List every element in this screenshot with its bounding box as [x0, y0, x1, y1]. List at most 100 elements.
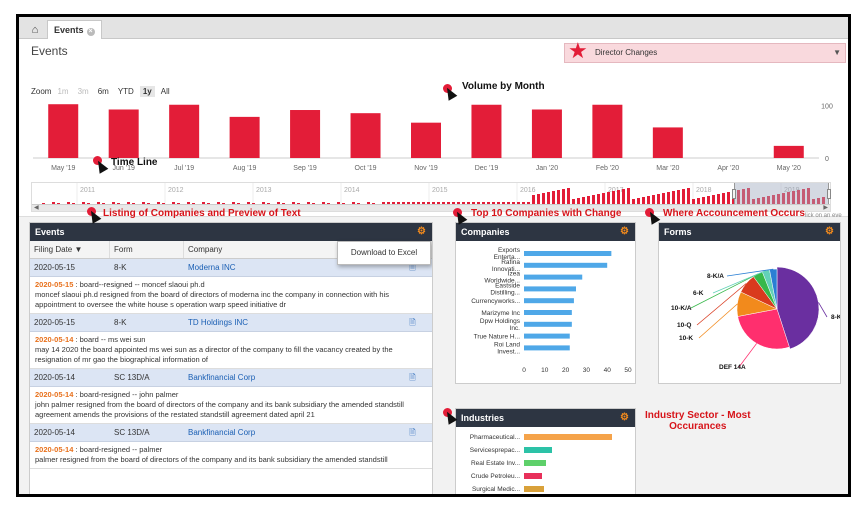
table-row[interactable]: 2020-05-14 SC 13D/A Bankfinancial Corp 🗎 [30, 424, 432, 442]
navigator-bar [187, 202, 190, 205]
x-tick-label: Mar '20 [656, 165, 679, 172]
scroll-right-icon[interactable]: ▶ [823, 205, 828, 211]
table-row[interactable]: 2020-05-14 SC 13D/A Bankfinancial Corp 🗎 [30, 369, 432, 387]
director-changes-select[interactable]: Director Changes ▼ [564, 43, 846, 63]
x-tick-label: 20 [562, 367, 570, 374]
director-select-label: Director Changes [595, 48, 658, 57]
company-link[interactable]: Bankfinancial Corp [188, 373, 256, 382]
navigator-bar [817, 198, 820, 205]
pie-connector [726, 268, 774, 277]
preview-date: 2020-05-15 [35, 280, 74, 289]
x-tick-label: Jul '19 [174, 165, 194, 172]
col-doc [389, 241, 432, 258]
zoom-label: Zoom [31, 87, 52, 96]
home-icon[interactable]: ⌂ [31, 24, 39, 36]
company-link[interactable]: TD Holdings INC [188, 318, 249, 327]
document-icon[interactable]: 🗎 [409, 318, 416, 327]
volume-bar [652, 127, 683, 158]
volume-panel: Events Director Changes ▼ ★ Zoom 1m 3m 6m… [19, 39, 848, 217]
preview-body: may 14 2020 the board appointed ms wei s… [35, 345, 393, 364]
companies-panel: Companies ⚙ Exports Enterta... Rafina Innova… [455, 222, 636, 384]
table-row[interactable]: 2020-05-15 8-K Moderna INC 🗎 [30, 259, 432, 277]
pie-slice [737, 308, 790, 350]
form-cell: SC 13D/A [114, 373, 150, 382]
document-icon[interactable]: 🗎 [409, 428, 416, 437]
close-icon[interactable]: × [86, 28, 95, 36]
pie-label: 8-K [831, 314, 840, 321]
document-icon[interactable]: 🗎 [409, 373, 416, 382]
col-form[interactable]: Form [110, 241, 184, 258]
volume-bar [229, 116, 260, 158]
events-panel: Events ⚙ Filing Date ▼ Form Company 2020-… [29, 222, 433, 494]
zoom-ytd[interactable]: YTD [117, 87, 134, 96]
document-icon[interactable]: 🗎 [409, 263, 416, 272]
company-bar [524, 286, 576, 292]
preview-headline: : board -- ms wei sun [73, 335, 146, 344]
annotation-dot [87, 207, 96, 216]
zoom-6m[interactable]: 6m [97, 87, 109, 96]
navigator-bar [467, 202, 470, 205]
navigator-window[interactable] [732, 183, 831, 206]
download-excel-button[interactable]: Download to Excel [337, 241, 431, 265]
timeline-navigator[interactable]: 2011 2012 2013 2014 2015 2016 2017 2018 2019 ◀ ▶ [31, 182, 831, 212]
table-row[interactable]: 2020-05-15 8-K TD Holdings INC 🗎 [30, 314, 432, 332]
gear-icon[interactable]: ⚙ [620, 226, 629, 237]
annotation-timeline: Time Line [111, 157, 158, 168]
pie-connector [696, 283, 747, 326]
companies-chart: ExportsEnterta...RafinaInnovati...IzeaWo… [471, 247, 632, 374]
industry-label: Real Estate Inv... [471, 460, 520, 467]
preview-heading: 2020-05-14 : board -- ms wei sun [35, 335, 427, 345]
annotation-industry-line2: Occurances [669, 421, 727, 432]
company-label: Innovati... [492, 266, 520, 273]
preview-headline: : board-resigned -- john palmer [73, 390, 179, 399]
zoom-1m[interactable]: 1m [57, 87, 69, 96]
scroll-left-icon[interactable]: ◀ [34, 205, 39, 211]
tab-events-label: Events [54, 25, 84, 35]
navigator-bar [682, 189, 685, 205]
preview-body: john palmer resigned from the board of d… [35, 400, 404, 419]
navigator-scrollbar[interactable]: ◀ ▶ [32, 204, 830, 211]
navigator-bar [742, 189, 745, 205]
gear-icon[interactable]: ⚙ [417, 226, 426, 237]
navigator-bar [452, 202, 455, 205]
company-link[interactable]: Bankfinancial Corp [188, 428, 256, 437]
x-tick-label: Oct '19 [355, 165, 377, 172]
preview-headline: : board-resigned -- palmer [73, 445, 163, 454]
company-bar [524, 321, 572, 327]
navigator-right-handle[interactable] [827, 189, 831, 199]
navigator-left-handle[interactable] [732, 189, 736, 199]
navigator-bar [52, 202, 55, 205]
navigator-bar [402, 202, 405, 205]
filing-date-cell: 2020-05-14 [34, 373, 75, 382]
gear-icon[interactable]: ⚙ [825, 226, 834, 237]
navigator-bar [112, 202, 115, 205]
x-tick-label: Jun '19 [113, 165, 135, 172]
industry-bar [524, 447, 552, 453]
navigator-bar [337, 202, 340, 205]
col-filing-date-label: Filing Date [34, 245, 73, 254]
navigator-bar [672, 191, 675, 205]
zoom-all[interactable]: All [160, 87, 170, 96]
col-filing-date[interactable]: Filing Date ▼ [30, 241, 110, 258]
gear-icon[interactable]: ⚙ [620, 412, 629, 423]
zoom-1y[interactable]: 1y [139, 86, 155, 97]
company-link[interactable]: Moderna INC [188, 263, 236, 272]
navigator-bar [797, 190, 800, 205]
company-label: Worldwide... [484, 278, 520, 285]
pie-label: 8-K/A [707, 273, 724, 280]
navigator-bar [802, 189, 805, 205]
navigator-bar [392, 202, 395, 205]
navigator-bar [547, 192, 550, 205]
navigator-bar [527, 202, 530, 205]
tab-events[interactable]: Events × [47, 20, 102, 39]
navigator-bar [762, 197, 765, 205]
navigator-bar [202, 202, 205, 205]
chevron-down-icon: ▼ [833, 48, 841, 57]
x-tick-label: Feb '20 [596, 165, 619, 172]
pie-label: 10-K/A [671, 305, 692, 312]
navigator-bar [787, 192, 790, 205]
zoom-3m[interactable]: 3m [77, 87, 89, 96]
x-tick-label: May '20 [777, 165, 801, 172]
annotation-industry: Industry Sector - Most Occurances [645, 410, 751, 432]
navigator-bar [607, 192, 610, 205]
